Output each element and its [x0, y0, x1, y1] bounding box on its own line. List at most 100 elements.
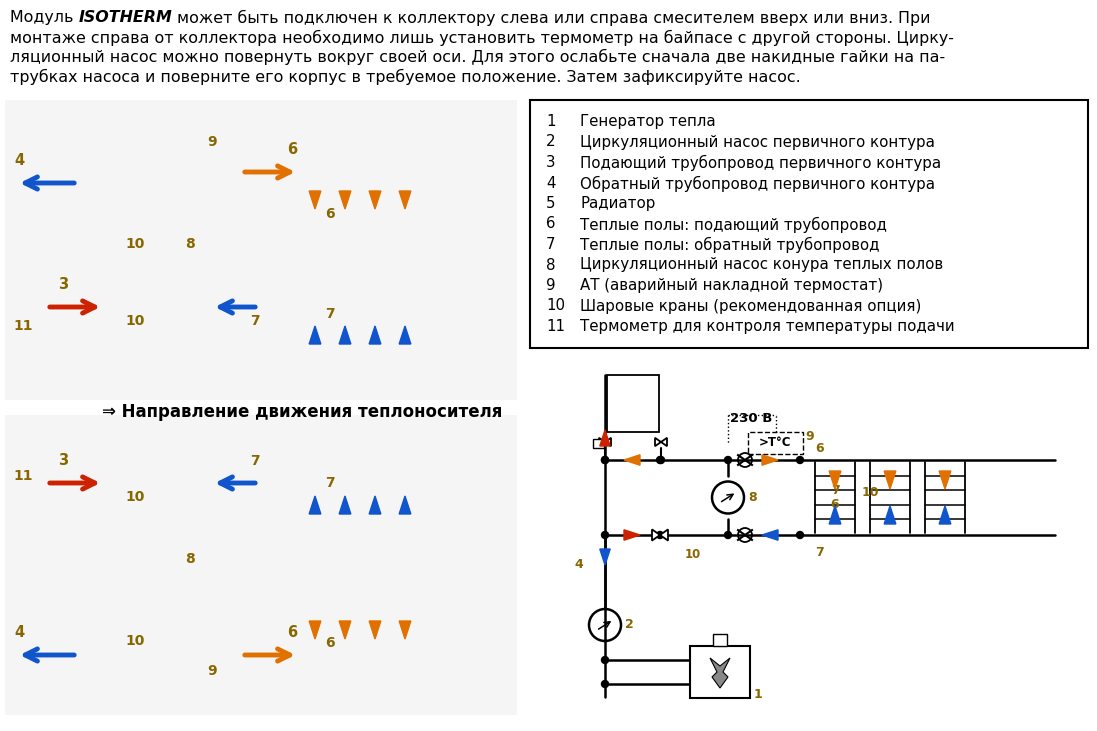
Polygon shape	[399, 326, 411, 344]
Text: 6: 6	[287, 142, 297, 157]
Text: 7: 7	[250, 454, 260, 468]
Bar	[607, 375, 659, 432]
Text: Теплые полы: обратный трубопровод: Теплые полы: обратный трубопровод	[580, 237, 880, 253]
Polygon shape	[599, 438, 611, 446]
Circle shape	[796, 531, 803, 539]
Polygon shape	[309, 621, 320, 639]
Bar	[5, 415, 517, 715]
Polygon shape	[399, 621, 411, 639]
Text: ляционный насос можно повернуть вокруг своей оси. Для этого ослабьте сначала две: ляционный насос можно повернуть вокруг с…	[10, 49, 946, 65]
Polygon shape	[600, 430, 610, 446]
Text: 4: 4	[546, 175, 555, 191]
Circle shape	[601, 456, 609, 463]
Polygon shape	[710, 658, 730, 688]
Text: 10: 10	[125, 237, 145, 251]
Polygon shape	[884, 506, 896, 524]
Polygon shape	[309, 326, 320, 344]
Text: 9: 9	[546, 278, 555, 293]
Text: Подающий трубопровод первичного контура: Подающий трубопровод первичного контура	[580, 155, 941, 171]
Text: Обратный трубопровод первичного контура: Обратный трубопровод первичного контура	[580, 175, 935, 192]
Text: 8: 8	[748, 491, 757, 504]
Polygon shape	[309, 496, 320, 514]
Circle shape	[601, 681, 609, 687]
Polygon shape	[652, 529, 668, 541]
Text: 10: 10	[125, 314, 145, 328]
Circle shape	[724, 456, 732, 463]
Circle shape	[656, 531, 664, 539]
Text: ⇒ Направление движения теплоносителя: ⇒ Направление движения теплоносителя	[102, 403, 502, 421]
Text: 11: 11	[13, 469, 33, 483]
Text: 4: 4	[14, 625, 24, 640]
Polygon shape	[399, 496, 411, 514]
Text: 7: 7	[546, 237, 555, 252]
Text: 10: 10	[685, 548, 701, 561]
Text: 230 В: 230 В	[730, 412, 772, 425]
Text: Теплые полы: подающий трубопровод: Теплые полы: подающий трубопровод	[580, 216, 886, 232]
Text: 8: 8	[185, 552, 195, 566]
Polygon shape	[339, 326, 351, 344]
Polygon shape	[829, 471, 840, 489]
Polygon shape	[884, 471, 896, 489]
Text: Термометр для контроля температуры подачи: Термометр для контроля температуры подач…	[580, 319, 954, 334]
Text: 7: 7	[325, 476, 335, 490]
Text: >T°C: >T°C	[759, 436, 792, 450]
Polygon shape	[762, 530, 778, 540]
Text: 3: 3	[58, 453, 68, 468]
Bar	[5, 100, 517, 400]
Text: 1: 1	[546, 114, 555, 129]
Text: 10: 10	[125, 490, 145, 504]
Circle shape	[657, 456, 665, 463]
Circle shape	[724, 531, 732, 539]
Text: 10: 10	[861, 486, 879, 499]
Text: 3: 3	[546, 155, 555, 170]
Text: Циркуляционный насос конура теплых полов: Циркуляционный насос конура теплых полов	[580, 257, 943, 273]
Text: АТ (аварийный накладной термостат): АТ (аварийный накладной термостат)	[580, 278, 883, 293]
Text: 7: 7	[816, 547, 824, 559]
Text: Модуль: Модуль	[10, 10, 79, 25]
Bar	[593, 439, 604, 448]
Text: монтаже справа от коллектора необходимо лишь установить термометр на байпасе с д: монтаже справа от коллектора необходимо …	[10, 29, 954, 45]
Polygon shape	[339, 191, 351, 209]
Text: Генератор тепла: Генератор тепла	[580, 114, 715, 129]
Text: 9: 9	[207, 135, 217, 149]
Text: 5: 5	[546, 196, 555, 211]
Text: 7: 7	[325, 307, 335, 321]
Text: 8: 8	[185, 237, 195, 251]
Bar	[690, 646, 750, 698]
Text: 8: 8	[546, 257, 555, 273]
Text: 10: 10	[125, 634, 145, 648]
Text: 11: 11	[13, 319, 33, 333]
Text: 11: 11	[546, 319, 565, 334]
Text: 4: 4	[14, 153, 24, 168]
Text: 2: 2	[546, 135, 555, 150]
Text: 2: 2	[625, 618, 634, 632]
Text: Шаровые краны (рекомендованная опция): Шаровые краны (рекомендованная опция)	[580, 298, 921, 314]
Text: 7: 7	[250, 314, 260, 328]
Text: 5: 5	[631, 399, 640, 412]
Text: трубках насоса и поверните его корпус в требуемое положение. Затем зафиксируйте : трубках насоса и поверните его корпус в …	[10, 69, 801, 85]
Text: 3: 3	[58, 277, 68, 292]
Polygon shape	[339, 621, 351, 639]
Polygon shape	[939, 471, 951, 489]
Polygon shape	[309, 191, 320, 209]
Text: может быть подключен к коллектору слева или справа смесителем вверх или вниз. Пр: может быть подключен к коллектору слева …	[172, 10, 930, 26]
Polygon shape	[655, 438, 667, 446]
Text: 6: 6	[830, 498, 839, 511]
Bar	[530, 100, 1088, 348]
Text: 1: 1	[754, 688, 762, 701]
Text: ISOTHERM: ISOTHERM	[79, 10, 172, 25]
Text: 10: 10	[546, 298, 565, 314]
Bar	[713, 634, 727, 646]
Text: 6: 6	[546, 216, 555, 232]
Text: 3: 3	[617, 415, 625, 428]
Bar	[748, 432, 803, 454]
Polygon shape	[939, 506, 951, 524]
Text: 7: 7	[830, 484, 839, 497]
Circle shape	[656, 456, 664, 463]
Text: Циркуляционный насос первичного контура: Циркуляционный насос первичного контура	[580, 135, 935, 150]
Polygon shape	[762, 455, 778, 465]
Polygon shape	[829, 506, 840, 524]
Polygon shape	[370, 496, 381, 514]
Polygon shape	[370, 191, 381, 209]
Circle shape	[601, 531, 609, 539]
